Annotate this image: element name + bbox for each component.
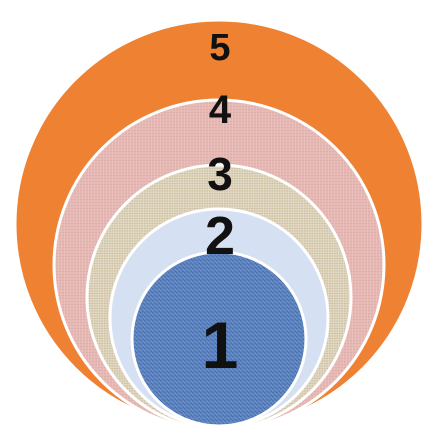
ring-1 [130,250,308,428]
ring-2-label: 2 [205,206,235,266]
ring-3-label: 3 [207,148,233,200]
ring-4-label: 4 [209,88,232,132]
ring-5-label: 5 [209,27,230,69]
ring-1-label: 1 [202,308,239,382]
